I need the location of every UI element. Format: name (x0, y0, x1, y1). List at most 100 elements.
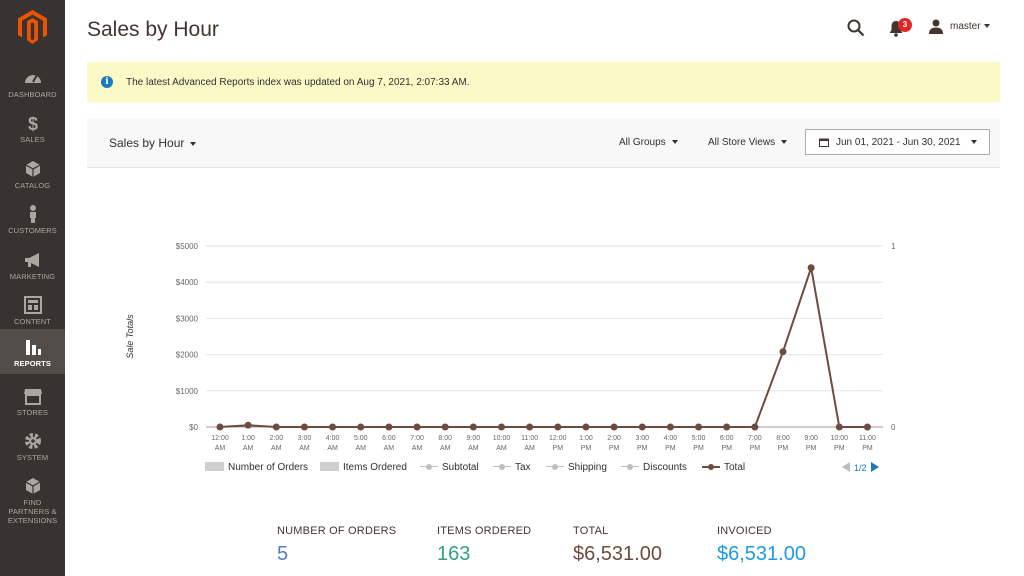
notice-text: The latest Advanced Reports index was up… (126, 77, 470, 88)
legend-label: Items Ordered (343, 462, 407, 473)
total-label: NUMBER OF ORDERS (277, 525, 397, 537)
x-tick-label: AM (384, 445, 395, 452)
sidebar-item-label: SYSTEM (16, 453, 49, 462)
legend-swatch (420, 462, 438, 471)
user-icon[interactable] (929, 19, 943, 34)
x-tick-label: 8:00 (438, 435, 452, 442)
legend-item-total[interactable]: Total (702, 461, 745, 475)
x-tick-label: 12:00 (549, 435, 567, 442)
legend-page: 1/2 (854, 463, 867, 473)
gear-icon (24, 433, 41, 449)
chevron-down-icon[interactable] (984, 24, 990, 28)
data-point (582, 423, 590, 431)
legend-pager: 1/2 (842, 461, 879, 475)
sidebar-item-content[interactable]: CONTENT (0, 291, 65, 337)
data-point (244, 421, 252, 429)
y-tick-label: $0 (189, 423, 198, 432)
legend-label: Discounts (643, 462, 687, 473)
data-point (272, 423, 280, 431)
total-label: TOTAL (573, 525, 609, 537)
x-tick-label: 12:00 (211, 435, 229, 442)
x-tick-label: PM (750, 445, 761, 452)
legend-swatch (702, 462, 720, 471)
total-value: $6,531.00 (573, 543, 662, 565)
data-point (469, 423, 477, 431)
legend-item-tax[interactable]: Tax (493, 461, 531, 475)
magento-logo-icon[interactable] (18, 10, 47, 44)
x-tick-label: PM (581, 445, 592, 452)
chevron-down-icon (671, 140, 678, 145)
x-tick-label: 9:00 (804, 435, 818, 442)
y-tick-label: $5000 (176, 242, 199, 251)
x-tick-label: 7:00 (410, 435, 424, 442)
x-tick-label: 11:00 (521, 435, 538, 442)
data-point (554, 423, 562, 431)
sidebar-item-marketing[interactable]: MARKETING (0, 246, 65, 292)
legend-item-discounts[interactable]: Discounts (621, 461, 687, 475)
x-tick-label: PM (862, 445, 873, 452)
report-switcher[interactable]: Sales by Hour (109, 136, 197, 150)
sidebar-item-dashboard[interactable]: DASHBOARD (0, 64, 65, 110)
x-tick-label: PM (834, 445, 845, 452)
data-point (695, 423, 703, 431)
x-tick-label: 6:00 (382, 435, 396, 442)
data-point (413, 423, 421, 431)
x-tick-label: 10:00 (493, 435, 511, 442)
total-label: INVOICED (717, 525, 772, 537)
index-notice: i The latest Advanced Reports index was … (87, 62, 1000, 102)
speedometer-icon (24, 74, 41, 83)
legend-swatch (320, 462, 339, 471)
x-tick-label: 9:00 (467, 435, 481, 442)
y-tick-label: $3000 (176, 314, 199, 323)
storefront-icon (23, 389, 42, 405)
data-point (441, 423, 449, 431)
total-value: 5 (277, 543, 289, 565)
x-tick-label: PM (693, 445, 704, 452)
legend-label: Total (724, 462, 746, 473)
y-right-tick-label: 1 (891, 242, 896, 251)
series-line-total (219, 267, 868, 428)
x-tick-label: AM (215, 445, 226, 452)
legend-item-shipping[interactable]: Shipping (546, 461, 607, 475)
x-tick-label: AM (299, 445, 310, 452)
total-invoiced: INVOICED $6,531.00 (717, 525, 806, 566)
sidebar-item-sales[interactable]: $ SALES (0, 109, 65, 155)
legend-label: Shipping (568, 462, 607, 473)
total-items-ordered: ITEMS ORDERED 163 (437, 525, 531, 566)
x-tick-label: AM (356, 445, 367, 452)
data-point (498, 423, 505, 431)
legend-swatch (546, 462, 564, 471)
x-tick-label: 7:00 (748, 435, 762, 442)
x-tick-label: AM (243, 445, 254, 452)
user-name[interactable]: master (950, 21, 981, 32)
legend-next-icon[interactable] (870, 462, 879, 472)
legend-item-items-ordered[interactable]: Items Ordered (320, 461, 407, 475)
x-tick-label: AM (412, 445, 423, 452)
x-tick-label: AM (468, 445, 479, 452)
legend-item-number-of-orders[interactable]: Number of Orders (205, 461, 308, 475)
data-point (610, 423, 618, 431)
legend-prev-icon[interactable] (842, 462, 850, 472)
x-tick-label: 8:00 (776, 435, 790, 442)
page-title: Sales by Hour (87, 18, 219, 41)
legend-label: Tax (515, 462, 531, 473)
sidebar-item-stores[interactable]: STORES (0, 382, 65, 428)
store-views-select[interactable]: All Store Views (708, 137, 788, 148)
sidebar-item-customers[interactable]: CUSTOMERS (0, 200, 65, 246)
x-tick-label: 2:00 (269, 435, 283, 442)
notification-badge[interactable]: 3 (898, 18, 912, 32)
x-tick-label: PM (553, 445, 564, 452)
search-icon[interactable] (847, 19, 865, 37)
layout-icon (23, 296, 42, 314)
sidebar-item-reports[interactable]: REPORTS (0, 329, 65, 374)
legend-label: Number of Orders (228, 462, 309, 473)
sidebar-item-system[interactable]: SYSTEM (0, 427, 65, 473)
megaphone-icon (24, 253, 39, 267)
legend-item-subtotal[interactable]: Subtotal (420, 461, 479, 475)
date-range-picker[interactable]: Jun 01, 2021 - Jun 30, 2021 (805, 129, 990, 155)
svg-text:$: $ (27, 114, 37, 133)
x-tick-label: AM (271, 445, 282, 452)
sidebar-item-catalog[interactable]: CATALOG (0, 155, 65, 201)
customer-groups-select[interactable]: All Groups (619, 137, 678, 148)
sidebar-item-find-partners[interactable]: FIND PARTNERS & EXTENSIONS (0, 472, 65, 525)
